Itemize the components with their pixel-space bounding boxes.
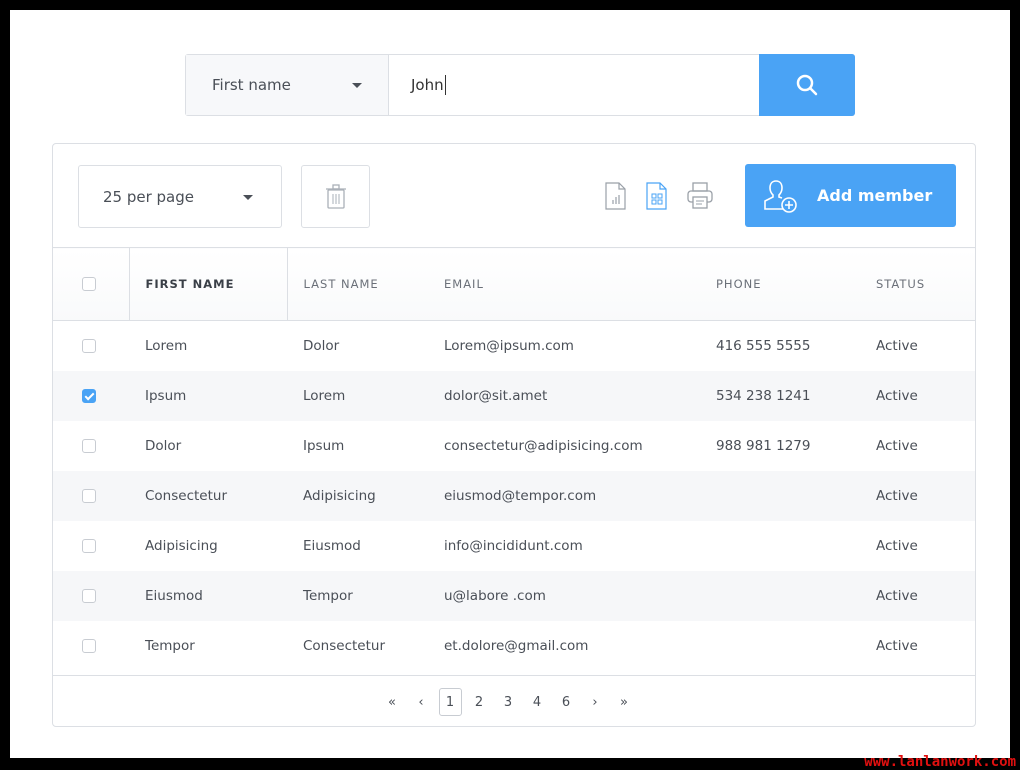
search-field-label: First name [212, 76, 291, 94]
add-member-label: Add member [817, 186, 933, 205]
trash-icon [325, 183, 346, 209]
export-chart-file-icon[interactable] [605, 182, 627, 210]
pagination: « ‹ 1 2 3 4 6 › » [53, 675, 975, 726]
email-cell: et.dolore@gmail.com [444, 637, 589, 654]
last-name-cell: Lorem [287, 370, 444, 421]
per-page-label: 25 per page [103, 187, 195, 206]
status-cell: Active [876, 637, 918, 654]
table-row[interactable]: Eiusmod Tempor u@labore .com Active [53, 570, 975, 621]
status-cell: Active [876, 337, 918, 354]
per-page-select[interactable]: 25 per page [78, 165, 282, 228]
phone-cell [716, 521, 876, 571]
phone-cell [716, 470, 876, 521]
col-status[interactable]: STATUS [876, 247, 975, 321]
email-cell: u@labore .com [444, 570, 716, 621]
first-name-cell: Adipisicing [145, 537, 218, 554]
search-field-select[interactable]: First name [186, 55, 389, 115]
first-name-cell: Consectetur [129, 470, 287, 521]
add-user-icon [764, 180, 797, 213]
row-select-cell [53, 370, 129, 421]
last-name-cell: Dolor [303, 337, 340, 354]
printer-icon[interactable] [687, 182, 713, 210]
page-1[interactable]: 1 [438, 688, 462, 716]
table-row[interactable]: Tempor Consectetur et.dolore@gmail.com A… [53, 621, 975, 671]
row-checkbox[interactable] [82, 338, 96, 353]
table-row[interactable]: Dolor Ipsum consectetur@adipisicing.com … [53, 421, 975, 471]
row-select-cell [53, 570, 129, 621]
row-checkbox[interactable] [82, 388, 96, 403]
table-header: FIRST NAME LAST NAME EMAIL PHONE STATUS [53, 247, 975, 321]
next-page-button[interactable]: › [592, 694, 598, 710]
phone-cell: 534 238 1241 [716, 370, 876, 421]
status-cell: Active [876, 570, 975, 621]
row-select-cell [53, 521, 129, 571]
first-name-cell: Ipsum [129, 370, 287, 421]
email-cell: Lorem@ipsum.com [444, 337, 574, 354]
page-4[interactable]: 4 [532, 694, 542, 710]
row-checkbox[interactable] [82, 638, 96, 653]
row-checkbox[interactable] [82, 588, 96, 603]
col-first-name[interactable]: FIRST NAME [128, 247, 288, 321]
add-member-button[interactable]: Add member [745, 164, 956, 227]
row-checkbox[interactable] [82, 488, 96, 503]
page: First name John 25 per page Add member F… [10, 10, 1010, 758]
row-select-cell [53, 470, 129, 521]
first-name-cell: Eiusmod [129, 570, 287, 621]
first-page-button[interactable]: « [388, 694, 396, 710]
table-row[interactable]: Consectetur Adipisicing eiusmod@tempor.c… [53, 470, 975, 521]
caret-down-icon [243, 195, 253, 200]
row-select-cell [53, 321, 129, 371]
first-name-cell: Tempor [145, 637, 195, 654]
watermark: www.lanlanwork.com [864, 754, 1016, 770]
search-icon [796, 74, 818, 96]
last-name-cell: Ipsum [303, 437, 345, 454]
col-last-name[interactable]: LAST NAME [287, 247, 444, 321]
status-cell: Active [876, 470, 975, 521]
page-2[interactable]: 2 [474, 694, 484, 710]
email-cell: dolor@sit.amet [444, 370, 716, 421]
search-value: John [411, 76, 444, 94]
status-cell: Active [876, 537, 918, 554]
email-cell: consectetur@adipisicing.com [444, 437, 643, 454]
email-cell: eiusmod@tempor.com [444, 470, 716, 521]
col-phone[interactable]: PHONE [716, 247, 876, 321]
phone-cell: 416 555 5555 [716, 337, 811, 354]
row-select-cell [53, 421, 129, 471]
page-6[interactable]: 6 [561, 694, 571, 710]
table-row[interactable]: Adipisicing Eiusmod info@incididunt.com … [53, 521, 975, 571]
email-cell: info@incididunt.com [444, 537, 583, 554]
row-checkbox[interactable] [82, 538, 96, 553]
phone-cell: 988 981 1279 [716, 437, 811, 454]
select-all-cell [53, 247, 129, 321]
last-name-cell: Consectetur [303, 637, 386, 654]
search-button[interactable] [759, 54, 855, 116]
delete-button[interactable] [301, 165, 370, 228]
members-card: 25 per page Add member FIRST NAME LAST N… [52, 143, 976, 727]
col-email[interactable]: EMAIL [444, 247, 716, 321]
last-name-cell: Tempor [287, 570, 444, 621]
prev-page-button[interactable]: ‹ [418, 694, 424, 710]
last-name-cell: Eiusmod [303, 537, 361, 554]
table-row[interactable]: Lorem Dolor Lorem@ipsum.com 416 555 5555… [53, 321, 975, 371]
page-3[interactable]: 3 [503, 694, 513, 710]
phone-cell [716, 570, 876, 621]
phone-cell [716, 621, 876, 671]
status-cell: Active [876, 437, 918, 454]
last-name-cell: Adipisicing [287, 470, 444, 521]
row-checkbox[interactable] [82, 438, 96, 453]
last-page-button[interactable]: » [620, 694, 628, 710]
table-row[interactable]: Ipsum Lorem dolor@sit.amet 534 238 1241 … [53, 370, 975, 421]
export-grid-file-icon[interactable] [646, 182, 668, 210]
search-input[interactable]: John [389, 55, 759, 115]
caret-down-icon [352, 83, 362, 88]
row-select-cell [53, 621, 129, 671]
status-cell: Active [876, 370, 975, 421]
members-table: FIRST NAME LAST NAME EMAIL PHONE STATUS … [53, 247, 975, 671]
first-name-cell: Dolor [145, 437, 182, 454]
select-all-checkbox[interactable] [82, 277, 96, 291]
search-bar: First name John [185, 54, 855, 116]
first-name-cell: Lorem [145, 337, 188, 354]
